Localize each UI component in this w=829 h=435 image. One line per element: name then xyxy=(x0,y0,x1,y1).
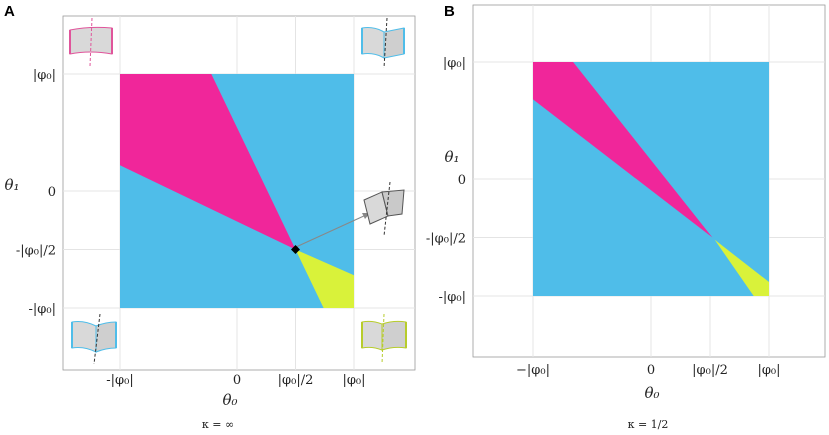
marked-point-diamond xyxy=(291,245,300,254)
panel-a-letter: A xyxy=(4,3,15,20)
panel-a-xtick-0: -|φ₀| xyxy=(106,373,133,388)
panel-b-ytick-2: -|φ₀|/2 xyxy=(426,232,466,247)
panel-b-xtick-1: 0 xyxy=(647,363,655,378)
inset-middle xyxy=(363,181,405,237)
panel-a-ylabel: θ₁ xyxy=(4,176,19,194)
panel-b-frame xyxy=(472,4,826,358)
panel-b-region-1 xyxy=(533,62,713,238)
panel-a-caption: κ = ∞ xyxy=(202,418,234,431)
panel-b-caption: κ = 1/2 xyxy=(628,418,669,431)
panel-a-xtick-3: |φ₀| xyxy=(342,373,365,388)
panel-a: A -|φ₀| 0 |φ₀|/2 |φ₀| |φ₀| 0 -|φ₀|/2 -|φ₀| θ₀ θ… xyxy=(4,3,416,431)
panel-b-xtick-0: −|φ₀| xyxy=(516,363,550,378)
inset-bottom-left xyxy=(71,313,117,365)
panel-b-ytick-0: |φ₀| xyxy=(443,56,466,71)
panel-a-ytick-0: |φ₀| xyxy=(33,68,56,83)
panel-b-xtick-3: |φ₀| xyxy=(757,363,780,378)
panel-a-xlabel: θ₀ xyxy=(222,391,237,409)
panel-b-region-2 xyxy=(714,239,769,296)
panel-a-region-1 xyxy=(120,74,296,250)
inset-top-left xyxy=(69,17,113,67)
panel-b-ytick-3: -|φ₀| xyxy=(439,290,466,305)
panel-a-frame xyxy=(62,15,416,371)
inset-bottom-right xyxy=(361,313,407,365)
panel-b-xlabel: θ₀ xyxy=(644,384,659,402)
panel-a-xtick-2: |φ₀|/2 xyxy=(278,373,314,388)
panel-a-xtick-1: 0 xyxy=(233,373,241,388)
panel-b-ylabel: θ₁ xyxy=(444,148,459,166)
panel-b-ytick-1: 0 xyxy=(458,173,466,188)
panel-a-ytick-1: 0 xyxy=(48,185,56,200)
panel-b-ticks: −|φ₀| 0 |φ₀|/2 |φ₀| |φ₀| 0 -|φ₀|/2 -|φ₀| xyxy=(426,56,781,378)
panel-a-ytick-3: -|φ₀| xyxy=(29,302,56,317)
panel-a-regions xyxy=(120,74,354,308)
panel-b: B −|φ₀| 0 |φ₀|/2 |φ₀| |φ₀| 0 -|φ₀|/2 -|φ₀| θ₀ θ… xyxy=(426,3,826,431)
panel-b-regions xyxy=(533,62,769,296)
panel-a-ticks: -|φ₀| 0 |φ₀|/2 |φ₀| |φ₀| 0 -|φ₀|/2 -|φ₀| xyxy=(16,68,366,388)
panel-a-region-2 xyxy=(295,249,354,308)
marked-point xyxy=(291,245,300,254)
annotation-arrow xyxy=(295,214,367,248)
panel-a-ytick-2: -|φ₀|/2 xyxy=(16,244,56,259)
inset-top-right xyxy=(361,17,405,69)
panel-b-xtick-2: |φ₀|/2 xyxy=(692,363,728,378)
panel-b-letter: B xyxy=(444,3,455,20)
